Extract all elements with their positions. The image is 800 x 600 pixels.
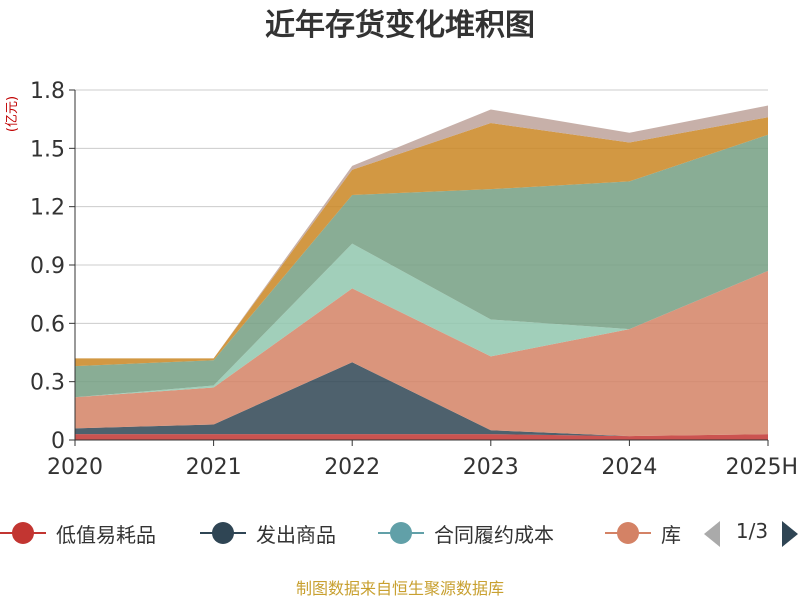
legend-swatch-icon xyxy=(0,515,46,551)
y-tick-label: 1.2 xyxy=(30,196,65,221)
area-series xyxy=(75,105,768,440)
y-tick-label: 1.8 xyxy=(30,79,65,104)
legend-item[interactable]: 低值易耗品 xyxy=(0,515,156,551)
legend-label: 低值易耗品 xyxy=(56,522,156,547)
legend-swatch-icon xyxy=(378,515,424,551)
legend-prev-page-button[interactable] xyxy=(704,521,720,547)
area-series-2 xyxy=(75,362,768,437)
legend-swatch-icon xyxy=(200,515,246,551)
legend-label: 合同履约成本 xyxy=(434,522,554,547)
x-tick-label: 2021 xyxy=(186,455,242,480)
y-tick-label: 0 xyxy=(51,429,65,454)
legend-label: 库 xyxy=(661,522,681,547)
legend-item[interactable]: 发出商品 xyxy=(200,515,336,551)
area-series-7 xyxy=(75,117,768,367)
x-tick-label: 2023 xyxy=(463,455,519,480)
x-tick-label: 2025H xyxy=(725,455,798,480)
x-tick-label: 2020 xyxy=(47,455,103,480)
area-series-6 xyxy=(75,134,768,398)
legend-items-container: 低值易耗品 发出商品 合同履约成本 库 xyxy=(0,515,688,555)
legend-swatch-icon xyxy=(605,515,651,551)
legend-label: 发出商品 xyxy=(256,522,336,547)
legend-next-page-button[interactable] xyxy=(782,521,798,547)
legend-page-indicator: 1/3 xyxy=(735,519,769,543)
axes xyxy=(69,89,769,446)
area-series-4 xyxy=(75,270,768,437)
chart-title: 近年存货变化堆积图 xyxy=(265,8,535,43)
y-tick-label: 0.3 xyxy=(30,371,65,396)
legend: 低值易耗品 发出商品 合同履约成本 库 xyxy=(0,515,800,555)
plot-area: 0 0.3 0.6 0.9 1.2 1.5 1.8 2020 2021 2022 2023 2024 2… xyxy=(30,79,798,480)
legend-item[interactable]: 库 xyxy=(605,515,681,551)
y-tick-label: 1.5 xyxy=(30,137,65,162)
legend-pager: 1/3 xyxy=(700,515,800,555)
legend-item[interactable]: 合同履约成本 xyxy=(378,515,554,551)
source-note: 制图数据来自恒生聚源数据库 xyxy=(295,579,504,598)
y-tick-label: 0.9 xyxy=(30,254,65,279)
area-series-5 xyxy=(75,243,768,398)
x-tick-label: 2024 xyxy=(601,455,657,480)
tick-labels: 0 0.3 0.6 0.9 1.2 1.5 1.8 2020 2021 2022 2023 2024 2… xyxy=(30,79,798,480)
y-tick-label: 0.6 xyxy=(30,312,65,337)
x-tick-label: 2022 xyxy=(324,455,380,480)
area-series-1 xyxy=(75,434,768,440)
